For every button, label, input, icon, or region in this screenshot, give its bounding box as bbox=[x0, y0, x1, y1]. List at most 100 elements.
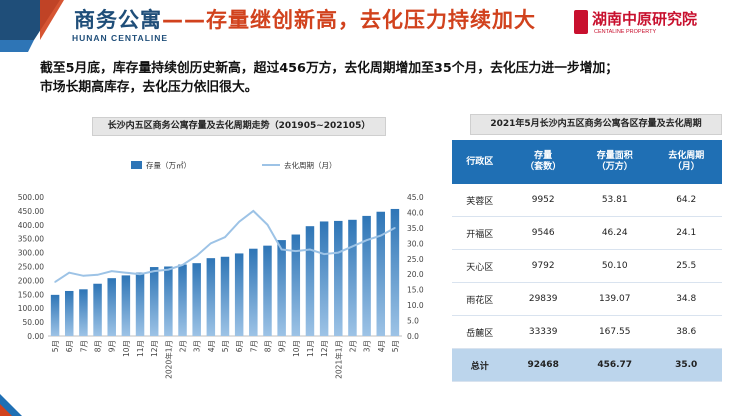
bar bbox=[64, 290, 74, 336]
table-cell: 24.1 bbox=[650, 216, 722, 250]
table-row: 雨花区 29839 139.07 34.8 bbox=[452, 282, 722, 316]
bar bbox=[348, 219, 357, 336]
line-point bbox=[365, 239, 368, 242]
line-point bbox=[139, 273, 141, 276]
table-row: 芙蓉区 9952 53.81 64.2 bbox=[452, 184, 722, 217]
x-tick-label: 9月 bbox=[108, 340, 117, 352]
x-tick-label: 6月 bbox=[65, 340, 74, 352]
table-cell: 50.10 bbox=[578, 249, 651, 283]
x-tick-label: 9月 bbox=[278, 340, 287, 352]
table-cell: 167.55 bbox=[578, 315, 651, 349]
x-tick-label: 8月 bbox=[263, 340, 272, 352]
x-tick-label: 5月 bbox=[391, 340, 400, 352]
x-tick-label: 2020年1月 bbox=[163, 340, 173, 379]
table-cell: 92468 bbox=[507, 348, 579, 382]
line-point bbox=[68, 271, 71, 274]
bar bbox=[164, 266, 173, 336]
line-point bbox=[351, 245, 354, 248]
line-point bbox=[295, 250, 297, 252]
table-header-cell: 存量 （套数） bbox=[507, 140, 579, 184]
y-right-tick-label: 0.0 bbox=[407, 332, 419, 341]
x-tick-label: 12月 bbox=[320, 340, 329, 357]
table-cell: 9952 bbox=[507, 184, 579, 217]
y-left-tick-label: 450.00 bbox=[18, 207, 44, 216]
brand-mark-icon bbox=[574, 10, 588, 34]
table-cell: 总计 bbox=[452, 348, 508, 382]
table-cell: 9792 bbox=[507, 249, 579, 283]
legend-line-label: 去化周期（月） bbox=[284, 160, 337, 170]
x-tick-label: 5月 bbox=[51, 340, 60, 352]
table-row: 开福区 9546 46.24 24.1 bbox=[452, 216, 722, 250]
line-point bbox=[195, 254, 198, 257]
bar bbox=[362, 215, 371, 336]
y-right-tick-label: 45.0 bbox=[407, 193, 424, 202]
bar bbox=[206, 258, 216, 336]
table-row: 岳麓区 33339 167.55 38.6 bbox=[452, 315, 722, 349]
x-tick-label: 5月 bbox=[221, 340, 230, 352]
table-cell: 25.5 bbox=[650, 249, 722, 283]
x-tick-label: 2021年1月 bbox=[333, 340, 343, 379]
y-right-tick-label: 30.0 bbox=[407, 239, 424, 248]
y-left-tick-label: 350.00 bbox=[18, 235, 44, 244]
header-label: 存量面积 bbox=[596, 151, 633, 161]
header-label: 存量 bbox=[534, 151, 553, 161]
line-point bbox=[167, 268, 170, 271]
x-tick-label: 4月 bbox=[377, 340, 386, 352]
y-left-tick-label: 250.00 bbox=[18, 263, 44, 272]
table-cell: 9546 bbox=[507, 216, 579, 250]
header-unit: （套数） bbox=[525, 162, 562, 172]
bar bbox=[376, 211, 386, 336]
table-cell: 139.07 bbox=[578, 282, 651, 316]
brand-logo: 湖南中原研究院 CENTALINE PROPERTY bbox=[574, 8, 724, 40]
bar bbox=[263, 245, 272, 336]
line-point bbox=[280, 248, 283, 251]
table-cell: 天心区 bbox=[452, 249, 508, 283]
bar bbox=[192, 263, 201, 336]
line-point bbox=[110, 270, 113, 272]
line-point bbox=[337, 251, 340, 254]
header-unit: （月） bbox=[672, 162, 700, 172]
bar bbox=[234, 253, 244, 336]
summary-text: 截至5月底，库存量持续创历史新高，超过456万方，去化周期增加至35个月，去化压… bbox=[40, 59, 710, 97]
x-tick-label: 11月 bbox=[306, 340, 315, 357]
bar bbox=[93, 283, 102, 336]
line-point bbox=[252, 210, 255, 212]
header-unit: （万方） bbox=[596, 162, 633, 172]
line-point bbox=[394, 227, 396, 229]
table-header-cell: 去化周期 （月） bbox=[650, 140, 722, 184]
table-header-row: 行政区 存量 （套数） 存量面积 （万方） 去化周期 （月） bbox=[452, 140, 722, 184]
y-right-tick-label: 20.0 bbox=[407, 270, 424, 279]
x-tick-label: 3月 bbox=[193, 340, 202, 352]
bar bbox=[390, 208, 400, 336]
x-tick-label: 6月 bbox=[235, 340, 244, 352]
table-header-cell: 行政区 bbox=[452, 140, 508, 184]
table-row: 天心区 9792 50.10 25.5 bbox=[452, 249, 722, 283]
y-right-tick-label: 10.0 bbox=[407, 301, 424, 310]
table-cell: 雨花区 bbox=[452, 282, 508, 316]
x-tick-label: 4月 bbox=[207, 340, 216, 352]
x-tick-label: 7月 bbox=[249, 340, 258, 352]
page-subtitle-en: HUNAN CENTALINE bbox=[72, 33, 169, 43]
x-tick-label: 2月 bbox=[348, 340, 357, 352]
table-title: 2021年5月长沙内五区商务公寓各区存量及去化周期 bbox=[470, 114, 722, 135]
legend-bar-swatch bbox=[131, 161, 142, 169]
bar bbox=[50, 294, 60, 336]
y-right-tick-label: 15.0 bbox=[407, 286, 424, 295]
y-right-tick-label: 25.0 bbox=[407, 255, 424, 264]
line-point bbox=[224, 236, 226, 238]
bar bbox=[149, 267, 159, 336]
table-cell: 33339 bbox=[507, 315, 579, 349]
x-tick-label: 11月 bbox=[136, 340, 145, 357]
district-table: 行政区 存量 （套数） 存量面积 （万方） 去化周期 （月） 芙蓉区 9952 53.81 64.… bbox=[452, 140, 722, 382]
bar bbox=[305, 226, 315, 336]
brand-name-en: CENTALINE PROPERTY bbox=[594, 29, 657, 35]
y-left-tick-label: 400.00 bbox=[18, 221, 44, 230]
bar bbox=[135, 272, 145, 336]
y-left-tick-label: 150.00 bbox=[18, 290, 44, 299]
header-label: 行政区 bbox=[466, 156, 494, 167]
legend-bar-label: 存量（万㎡） bbox=[146, 160, 191, 170]
header: 商务公寓——存量继创新高，去化压力持续加大 HUNAN CENTALINE 湖南… bbox=[0, 0, 740, 52]
x-tick-label: 7月 bbox=[79, 340, 88, 352]
y-right-tick-label: 40.0 bbox=[407, 208, 424, 217]
line-point bbox=[309, 248, 311, 251]
